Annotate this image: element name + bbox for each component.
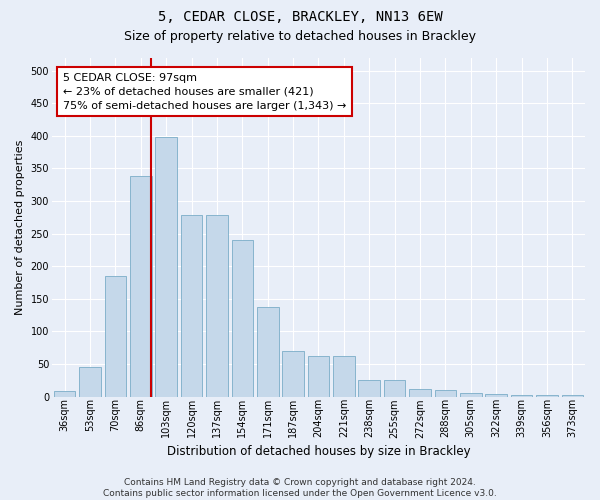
Bar [181, 216, 202, 396]
Bar [333, 356, 355, 397]
Text: 5 CEDAR CLOSE: 97sqm
← 23% of detached houses are smaller (421)
75% of semi-deta: 5 CEDAR CLOSE: 97sqm ← 23% of detached h… [62, 73, 346, 111]
Bar [232, 240, 253, 396]
Bar [283, 351, 304, 397]
Text: Contains HM Land Registry data © Crown copyright and database right 2024.
Contai: Contains HM Land Registry data © Crown c… [103, 478, 497, 498]
Bar [409, 390, 431, 396]
Text: 5, CEDAR CLOSE, BRACKLEY, NN13 6EW: 5, CEDAR CLOSE, BRACKLEY, NN13 6EW [158, 10, 442, 24]
Text: Size of property relative to detached houses in Brackley: Size of property relative to detached ho… [124, 30, 476, 43]
Bar [485, 394, 507, 396]
Y-axis label: Number of detached properties: Number of detached properties [15, 140, 25, 315]
Bar [104, 276, 126, 396]
Bar [257, 308, 278, 396]
Bar [460, 394, 482, 396]
Bar [562, 394, 583, 396]
X-axis label: Distribution of detached houses by size in Brackley: Distribution of detached houses by size … [167, 444, 470, 458]
Bar [358, 380, 380, 396]
Bar [130, 176, 152, 396]
Bar [79, 366, 101, 396]
Bar [308, 356, 329, 397]
Bar [434, 390, 456, 396]
Bar [155, 137, 177, 396]
Bar [54, 392, 76, 396]
Bar [206, 216, 228, 396]
Bar [384, 380, 406, 396]
